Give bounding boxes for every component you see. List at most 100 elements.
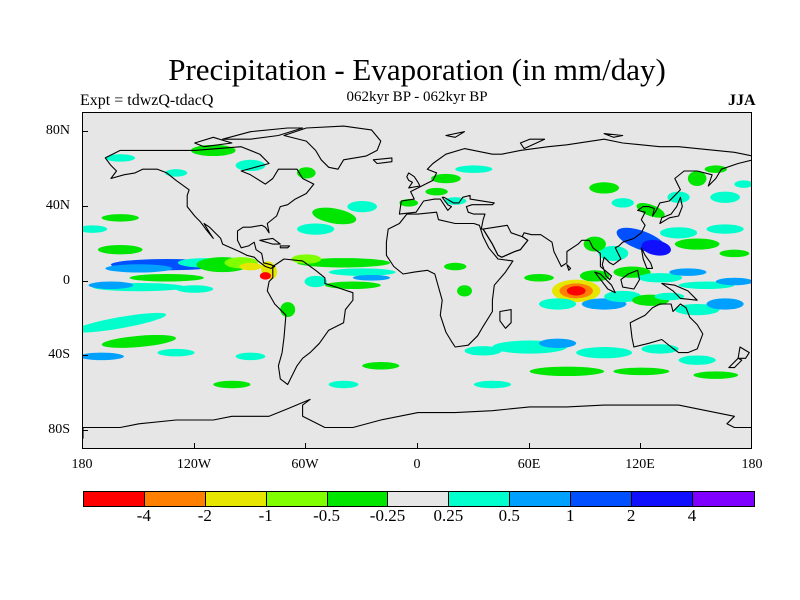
anomaly-contour (641, 239, 671, 256)
colorbar-swatch (692, 492, 754, 506)
anomaly-contour (259, 272, 271, 280)
x-label-180w: 180 (71, 457, 93, 472)
anomaly-contour (444, 262, 467, 271)
anomaly-contour (611, 198, 634, 208)
y-tick (82, 205, 88, 207)
coastline (482, 224, 529, 258)
colorbar-label: -0.25 (369, 506, 406, 525)
anomaly-contour (473, 380, 512, 389)
x-label-120e: 120E (625, 457, 655, 472)
x-tick (417, 443, 418, 449)
anomaly-contour (105, 154, 136, 162)
anomaly-contour (97, 244, 143, 255)
y-label-80s: 80S (48, 422, 70, 437)
coastline (499, 309, 512, 329)
anomaly-contour (457, 285, 472, 297)
anomaly-contour (654, 292, 685, 301)
anomaly-contour (706, 224, 744, 234)
anomaly-contour (431, 173, 461, 184)
anomaly-contour (101, 334, 176, 348)
colorbar-label: 0.25 (433, 506, 464, 525)
colorbar-label: 1 (565, 506, 575, 525)
x-label-60e: 60E (517, 457, 541, 472)
anomaly-contour (213, 380, 251, 389)
colorbar-swatch (632, 492, 693, 506)
anomaly-contour (704, 165, 727, 173)
anomaly-contour (235, 159, 266, 172)
y-label-80n: 80N (45, 123, 70, 138)
colorbar-swatch (205, 492, 267, 506)
anomaly-contour (101, 214, 139, 222)
anomaly-contour (129, 274, 204, 282)
y-label-40s: 40S (48, 347, 70, 362)
coastline (629, 303, 704, 354)
colorbar-swatch (388, 492, 450, 506)
anomaly-contour (637, 273, 683, 283)
coastline (594, 271, 616, 294)
anomaly-contour (362, 362, 400, 370)
x-tick (751, 443, 752, 449)
anomaly-contour (524, 274, 554, 282)
anomaly-contour (304, 275, 327, 288)
coastline (406, 172, 421, 189)
coastline-layer (83, 125, 751, 439)
coastline (519, 138, 546, 150)
anomaly-contour (83, 352, 124, 361)
y-tick (82, 355, 88, 357)
coastline (737, 346, 750, 359)
y-tick (82, 130, 88, 132)
anomaly-contour (659, 227, 698, 239)
anomaly-contour (105, 264, 173, 273)
y-tick (82, 430, 88, 432)
colorbar-swatch (266, 492, 328, 506)
anomaly-contour (455, 165, 493, 173)
coastline (640, 247, 654, 269)
anomaly-contour (157, 348, 195, 357)
anomaly-contour (291, 254, 322, 264)
y-tick (82, 280, 88, 282)
chart-subtitle: 062kyr BP - 062kyr BP (346, 89, 488, 105)
anomaly-contour (678, 355, 716, 365)
x-tick (528, 443, 530, 449)
anomaly-contour (347, 200, 378, 213)
coastline (661, 282, 698, 301)
colorbar-label: -1 (258, 506, 273, 525)
coastline (728, 357, 743, 369)
anomaly-contour (324, 281, 381, 289)
coastline (279, 245, 291, 249)
anomaly-contour (538, 298, 577, 310)
colorbar-label: -0.5 (313, 506, 341, 525)
anomaly-contour (598, 245, 629, 261)
anomaly-contour (604, 290, 642, 303)
anomaly-contour (576, 347, 633, 359)
anomaly-contour (613, 367, 670, 376)
colorbar-swatch (327, 492, 389, 506)
x-label-180e: 180 (741, 457, 763, 472)
anomaly-contour (589, 182, 619, 194)
anomaly-contour (312, 207, 357, 225)
x-tick (305, 443, 307, 449)
anomaly-contour (538, 338, 577, 348)
anomaly-contour (235, 352, 266, 361)
coastline (222, 127, 304, 140)
anomaly-contour (239, 262, 262, 271)
anomaly-contour (83, 312, 167, 333)
colorbar-label: -2 (197, 506, 212, 525)
colorbar-label: -4 (136, 506, 151, 525)
anomaly-contour (464, 346, 502, 356)
anomaly-contour (693, 371, 739, 379)
coastline (566, 264, 572, 271)
coastline (372, 157, 393, 165)
x-label-60w: 60W (291, 457, 319, 472)
colorbar (83, 491, 755, 507)
anomaly-contour (641, 344, 679, 354)
anomaly-contour (687, 171, 707, 187)
anomaly-contour (83, 225, 108, 233)
colorbar-swatch (144, 492, 206, 506)
y-label-40n: 40N (45, 198, 70, 213)
coastline (266, 258, 354, 386)
colorbar-swatch (449, 492, 511, 506)
colorbar-label: 0.5 (498, 506, 520, 525)
anomaly-contour (667, 191, 690, 203)
anomaly-contour (706, 298, 744, 310)
